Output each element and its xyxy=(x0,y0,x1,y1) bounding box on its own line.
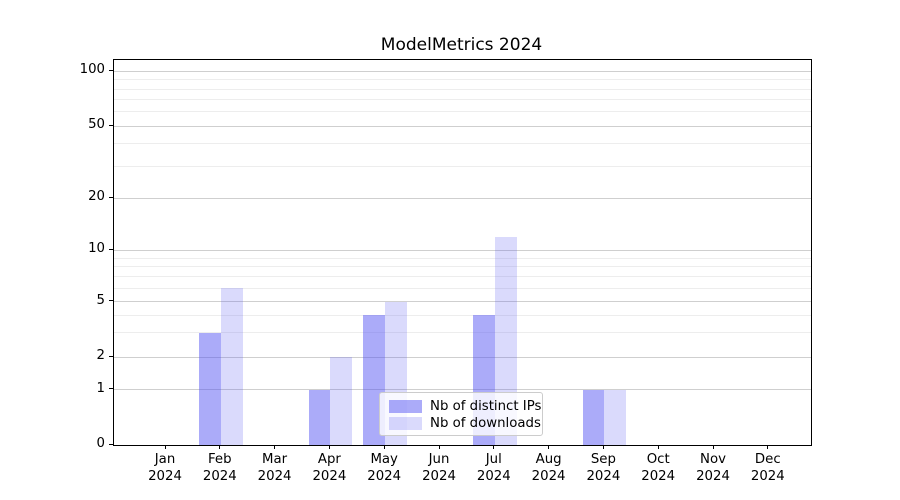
y-tick-label: 2 xyxy=(96,348,105,364)
gridline-minor xyxy=(114,88,811,90)
gridline-major xyxy=(114,301,811,302)
gridline-minor xyxy=(114,314,811,316)
y-tick-mark xyxy=(109,248,113,250)
x-tick-label: Mar 2024 xyxy=(243,452,307,485)
x-tick-year: 2024 xyxy=(422,468,456,484)
chart-title: ModelMetrics 2024 xyxy=(380,35,543,55)
x-tick-month: Apr xyxy=(317,452,341,467)
x-tick-mark xyxy=(602,445,604,449)
y-tick-label: 0 xyxy=(96,436,105,451)
x-tick-month: Aug xyxy=(535,452,562,467)
y-tick-mark xyxy=(109,355,113,357)
x-tick-year: 2024 xyxy=(476,468,511,484)
y-tick-mark xyxy=(109,124,113,126)
x-tick-year: 2024 xyxy=(641,468,676,484)
gridline-minor xyxy=(114,99,811,101)
x-tick-mark xyxy=(219,445,221,449)
x-tick-mark xyxy=(548,445,550,449)
x-tick-year: 2024 xyxy=(696,468,730,484)
x-tick-mark xyxy=(767,445,769,449)
x-tick-month: Nov xyxy=(700,452,726,467)
x-tick-year: 2024 xyxy=(586,468,621,484)
x-tick-year: 2024 xyxy=(367,468,402,484)
legend-swatch xyxy=(389,399,422,413)
gridline-minor xyxy=(114,276,811,278)
y-tick-label: 100 xyxy=(79,62,105,78)
x-tick-label: Nov 2024 xyxy=(681,452,745,485)
x-tick-label: Jan 2024 xyxy=(133,452,197,485)
x-tick-month: Sep xyxy=(590,452,616,467)
x-tick-month: Oct xyxy=(646,452,670,467)
gridline-minor xyxy=(114,257,811,259)
x-tick-mark xyxy=(164,445,166,449)
gridline-major xyxy=(114,356,811,358)
x-tick-label: Jun 2024 xyxy=(407,452,471,485)
gridline-minor xyxy=(114,111,811,113)
x-tick-label: Feb 2024 xyxy=(188,452,252,485)
x-tick-month: Mar xyxy=(262,452,288,467)
gridline-minor xyxy=(114,79,811,81)
gridline-major xyxy=(114,197,811,199)
x-tick-label: Dec 2024 xyxy=(736,452,800,485)
x-tick-year: 2024 xyxy=(750,468,785,484)
x-tick-year: 2024 xyxy=(202,468,237,484)
y-tick-label: 5 xyxy=(96,292,105,308)
x-tick-mark xyxy=(383,445,385,449)
legend: Nb of distinct IPs Nb of downloads xyxy=(379,392,543,436)
bar-downloads xyxy=(220,288,243,445)
x-tick-year: 2024 xyxy=(148,468,182,484)
x-tick-label: May 2024 xyxy=(352,452,416,485)
y-tick-mark xyxy=(109,388,113,390)
bar-distinct-ips xyxy=(582,389,605,445)
bar-downloads xyxy=(604,389,627,445)
x-tick-label: Jul 2024 xyxy=(462,452,526,485)
legend-label: Nb of distinct IPs xyxy=(430,398,542,414)
gridline-major xyxy=(114,389,811,391)
x-tick-month: May xyxy=(370,452,398,467)
x-tick-year: 2024 xyxy=(257,468,292,484)
x-tick-month: Jan xyxy=(154,452,176,467)
y-tick-mark xyxy=(109,300,113,301)
x-tick-mark xyxy=(274,445,276,449)
y-tick-mark xyxy=(109,443,113,445)
x-tick-month: Dec xyxy=(754,452,781,467)
gridline-minor xyxy=(114,165,811,167)
x-tick-month: Feb xyxy=(208,452,232,467)
y-tick-label: 20 xyxy=(88,189,105,205)
x-tick-year: 2024 xyxy=(312,468,347,484)
x-tick-year: 2024 xyxy=(531,468,566,484)
x-tick-mark xyxy=(712,445,714,449)
bar-distinct-ips xyxy=(198,332,221,445)
bar-downloads xyxy=(330,357,353,445)
gridline-major xyxy=(114,70,811,72)
gridline-minor xyxy=(114,266,811,268)
x-tick-mark xyxy=(328,445,330,449)
x-tick-label: Aug 2024 xyxy=(517,452,581,485)
gridline-minor xyxy=(114,287,811,289)
y-tick-label: 1 xyxy=(96,380,105,396)
plot-area xyxy=(113,59,812,446)
x-tick-label: Apr 2024 xyxy=(297,452,361,485)
y-tick-mark xyxy=(109,196,113,198)
y-tick-label: 50 xyxy=(88,117,105,133)
gridline-major xyxy=(114,249,811,251)
x-tick-label: Sep 2024 xyxy=(571,452,635,485)
x-tick-month: Jun xyxy=(428,452,450,467)
y-tick-label: 10 xyxy=(88,241,105,257)
gridline-major xyxy=(114,125,811,127)
legend-row: Nb of distinct IPs xyxy=(389,398,541,414)
x-tick-label: Oct 2024 xyxy=(626,452,690,485)
legend-row: Nb of downloads xyxy=(389,415,541,431)
x-tick-mark xyxy=(657,445,659,449)
gridline-minor xyxy=(114,143,811,145)
x-tick-mark xyxy=(493,445,495,449)
x-tick-mark xyxy=(438,445,440,449)
legend-swatch xyxy=(389,416,422,430)
legend-label: Nb of downloads xyxy=(430,415,541,431)
gridline-minor xyxy=(114,332,811,334)
x-tick-month: Jul xyxy=(485,452,502,467)
y-tick-mark xyxy=(109,69,113,71)
bar-distinct-ips xyxy=(308,389,331,445)
